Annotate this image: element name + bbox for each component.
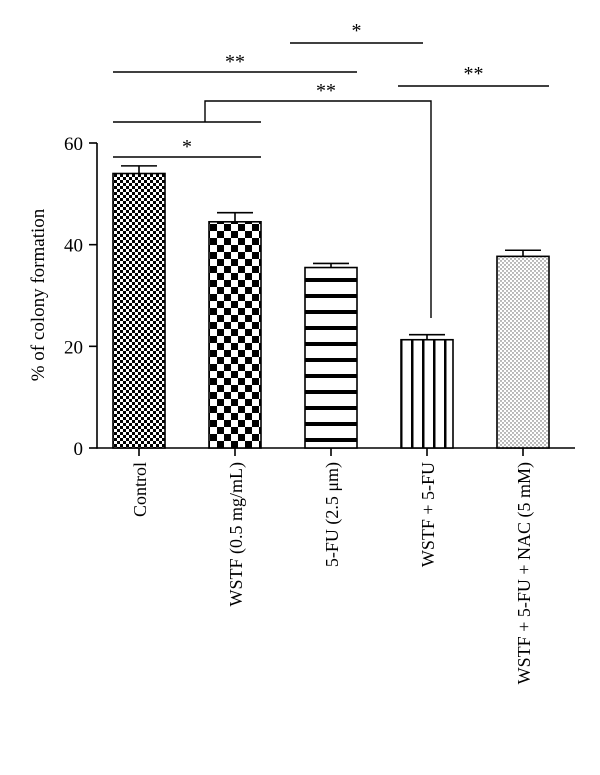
y-tick-label-20: 20	[64, 337, 83, 358]
bar-0	[112, 172, 166, 449]
y-axis-label: % of colony formation	[28, 208, 49, 381]
x-tick-label-3: WSTF + 5-FU	[418, 462, 438, 567]
axes: 0 20 40 60	[64, 134, 575, 460]
sig-label-2: **	[225, 51, 245, 73]
x-tick-label-0: Control	[130, 462, 150, 517]
error-bars	[121, 165, 541, 340]
sig-label-0: *	[182, 136, 192, 158]
x-tick-label-2: 5-FU (2.5 μm)	[322, 462, 343, 567]
bar-4	[496, 255, 550, 449]
y-tick-label-0: 0	[74, 439, 84, 460]
sig-bracket-5	[204, 100, 432, 318]
error-bar-2	[313, 262, 349, 268]
x-tick-label-4: WSTF + 5-FU + NAC (5 mM)	[514, 462, 535, 684]
bar-1	[208, 220, 262, 449]
y-tick-label-40: 40	[64, 236, 83, 257]
error-bar-0	[121, 165, 157, 174]
error-bar-3	[409, 333, 445, 340]
error-bar-4	[505, 249, 541, 257]
bar-3	[400, 338, 454, 449]
x-tick-label-1: WSTF (0.5 mg/mL)	[226, 462, 247, 607]
error-bar-1	[217, 211, 253, 222]
bar-2	[304, 266, 358, 449]
y-tick-label-60: 60	[64, 134, 83, 155]
category-labels: Control WSTF (0.5 mg/mL) 5-FU (2.5 μm) WSTF…	[130, 462, 535, 684]
sig-label-5: **	[316, 80, 336, 102]
sig-label-4: **	[464, 63, 484, 85]
significance-annotations: ********	[113, 20, 549, 318]
sig-label-3: *	[352, 20, 362, 42]
bars	[112, 172, 550, 449]
